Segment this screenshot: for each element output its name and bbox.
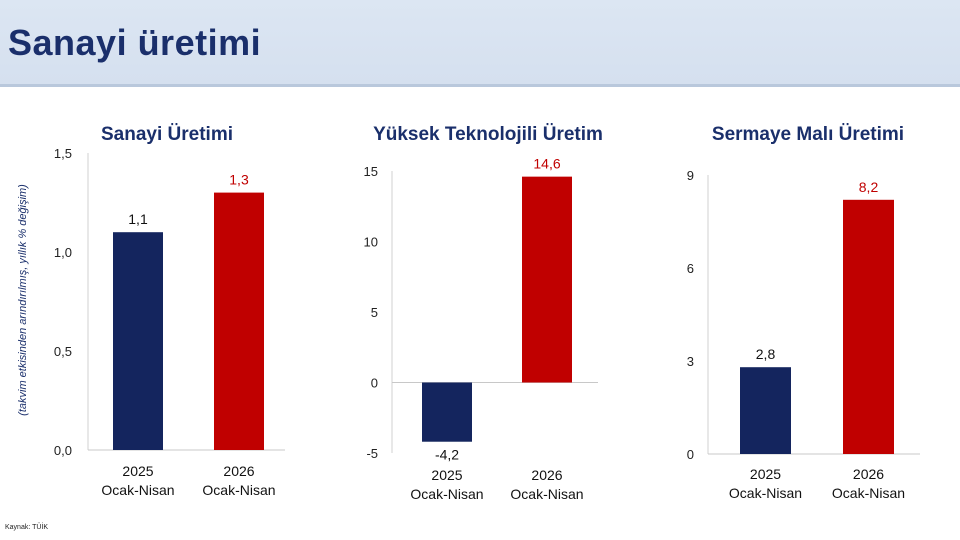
header-divider (0, 84, 960, 87)
y-tick-label: 6 (687, 261, 694, 276)
y-axis-label: (takvim etkisinden arındırılmış, yıllık … (17, 184, 29, 416)
y-tick-label: 3 (687, 354, 694, 369)
y-tick-label: 1,5 (54, 146, 72, 161)
y-tick-label: 10 (364, 235, 378, 250)
y-tick-label: 0,0 (54, 443, 72, 458)
chart-title: Yüksek Teknolojili Üretim (373, 124, 603, 145)
page-title: Sanayi üretimi (8, 22, 262, 63)
category-label: Ocak-Nisan (510, 486, 583, 502)
value-label: -4,2 (435, 447, 459, 463)
y-tick-label: 9 (687, 168, 694, 183)
chart-title: Sanayi Üretimi (101, 124, 233, 145)
category-label: Ocak-Nisan (410, 486, 483, 502)
source-note: Kaynak: TÜİK (5, 524, 49, 531)
category-label: 2026 (853, 466, 884, 482)
value-label: 8,2 (859, 179, 879, 195)
category-label: 2026 (223, 463, 254, 479)
value-label: 14,6 (533, 156, 560, 172)
y-tick-label: 1,0 (54, 245, 72, 260)
header-bar (0, 0, 960, 84)
category-label: 2025 (750, 466, 781, 482)
y-tick-label: -5 (366, 446, 378, 461)
bar-2026 (843, 199, 894, 454)
y-tick-label: 0,5 (54, 344, 72, 359)
category-label: 2025 (122, 463, 153, 479)
category-label: Ocak-Nisan (832, 485, 905, 501)
category-label: 2025 (431, 467, 462, 483)
bar-2026 (214, 192, 264, 450)
bar-2025 (113, 232, 163, 450)
category-label: Ocak-Nisan (101, 482, 174, 498)
category-label: 2026 (531, 467, 562, 483)
category-label: Ocak-Nisan (202, 482, 275, 498)
value-label: 2,8 (756, 346, 776, 362)
value-label: 1,1 (128, 211, 148, 227)
bar-2025 (740, 367, 791, 454)
category-label: Ocak-Nisan (729, 485, 802, 501)
bar-2026 (522, 176, 572, 383)
y-tick-label: 15 (364, 164, 378, 179)
y-tick-label: 5 (371, 305, 378, 320)
y-tick-label: 0 (687, 447, 694, 462)
value-label: 1,3 (229, 172, 249, 188)
y-tick-label: 0 (371, 376, 378, 391)
chart-title: Sermaye Malı Üretimi (712, 124, 904, 145)
bar-2025 (422, 382, 472, 442)
